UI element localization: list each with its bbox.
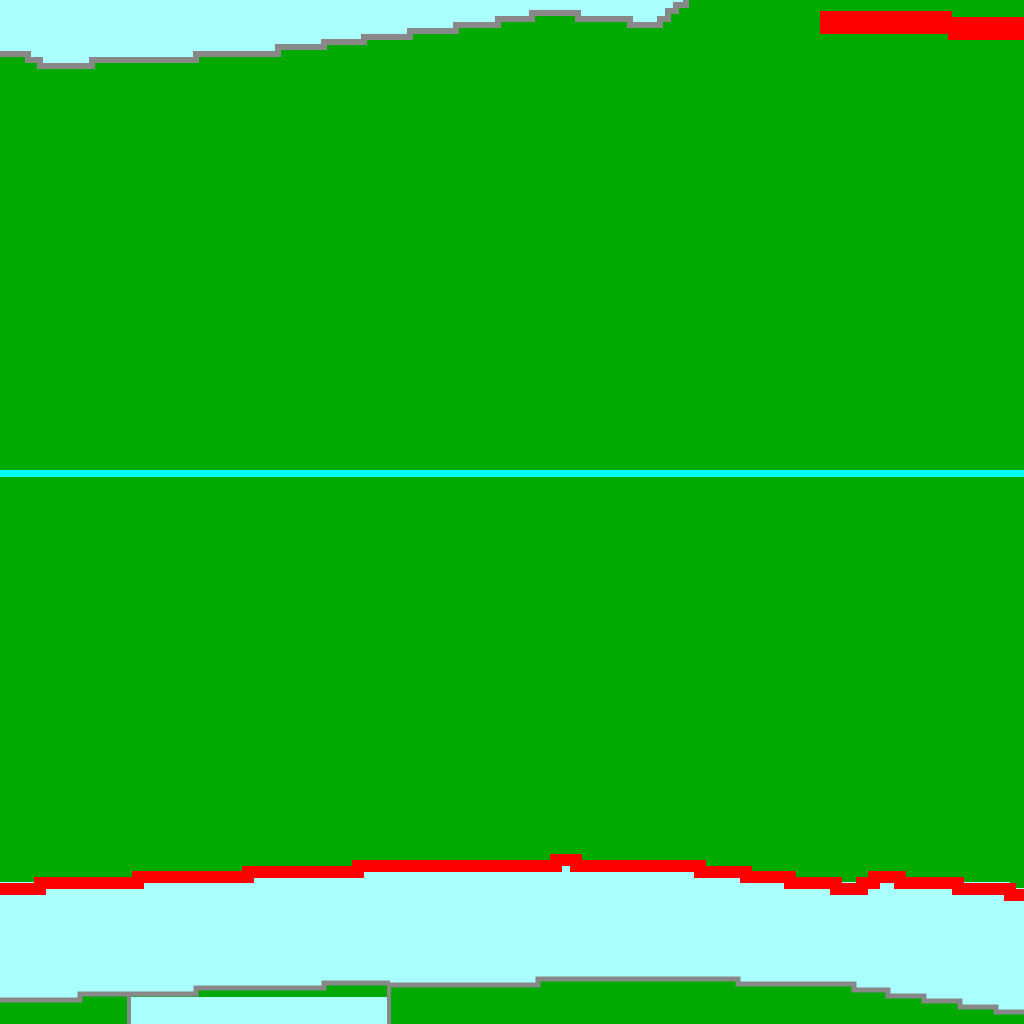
center-line [0, 470, 1024, 477]
danger-strip-top [820, 11, 1024, 40]
grass-main-area[interactable] [0, 0, 1024, 888]
top-shoreline [0, 0, 689, 69]
water-inlet-bottom [130, 997, 388, 1024]
danger-edge-bottom [0, 854, 1024, 901]
bottom-shoreline-right [390, 976, 1024, 1015]
bottom-shoreline [0, 980, 390, 1003]
